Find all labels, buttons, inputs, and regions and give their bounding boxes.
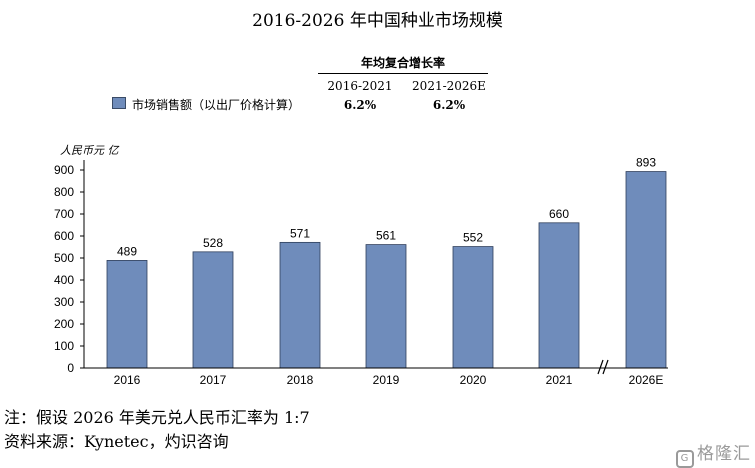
source-note: 资料来源：Kynetec，灼识咨询	[4, 432, 229, 451]
legend-label: 市场销售额（以出厂价格计算）	[132, 98, 301, 112]
cagr-heading: 年均复合增长率	[360, 56, 445, 70]
bar-value-label: 528	[203, 236, 223, 250]
y-axis-unit-label: 人民币元 亿	[60, 144, 119, 157]
cagr-period-2: 2021-2026E	[412, 79, 486, 93]
bar-value-label: 561	[376, 229, 396, 243]
y-tick-label: 600	[54, 229, 74, 243]
watermark-text: 格隆汇	[697, 444, 751, 464]
bar-value-label: 660	[549, 207, 569, 221]
watermark: G 格隆汇	[676, 439, 751, 468]
y-tick-label: 100	[54, 339, 74, 353]
y-tick-label: 900	[54, 163, 74, 177]
x-tick-label: 2018	[287, 373, 314, 387]
cagr-value-1: 6.2%	[343, 98, 377, 112]
chart-title: 2016-2026 年中国种业市场规模	[252, 11, 503, 31]
x-tick-label: 2017	[200, 373, 227, 387]
bar-2019	[365, 244, 407, 369]
bar-value-label: 489	[117, 244, 137, 258]
x-tick-label: 2021	[546, 373, 573, 387]
y-tick-label: 200	[54, 317, 74, 331]
x-tick-label: 2020	[460, 373, 487, 387]
cagr-period-1: 2016-2021	[327, 79, 393, 93]
x-tick-label: 2019	[373, 373, 400, 387]
legend-swatch	[112, 97, 126, 109]
y-tick-label: 500	[54, 251, 74, 265]
cagr-value-2: 6.2%	[432, 98, 466, 112]
y-tick-label: 300	[54, 295, 74, 309]
bar-2020	[452, 246, 494, 369]
y-tick-label: 0	[67, 361, 74, 375]
bar-2016	[106, 260, 148, 369]
x-tick-label: 2016	[114, 373, 141, 387]
bar-value-label: 893	[636, 156, 656, 170]
y-tick-label: 400	[54, 273, 74, 287]
bar-2018	[279, 241, 321, 369]
y-tick-label: 700	[54, 207, 74, 221]
footnote: 注：假设 2026 年美元兑人民币汇率为 1:7	[4, 408, 310, 427]
cagr-divider	[318, 73, 488, 74]
bar-value-label: 571	[290, 226, 310, 240]
bar-2017	[192, 251, 234, 369]
x-tick-label: 2026E	[629, 373, 664, 387]
y-tick-label: 800	[54, 185, 74, 199]
axis-break-mark	[597, 359, 609, 375]
bar-2021	[538, 222, 580, 369]
bar-value-label: 552	[463, 231, 483, 245]
bar-2026E	[625, 171, 667, 369]
watermark-logo-icon: G	[676, 450, 694, 468]
